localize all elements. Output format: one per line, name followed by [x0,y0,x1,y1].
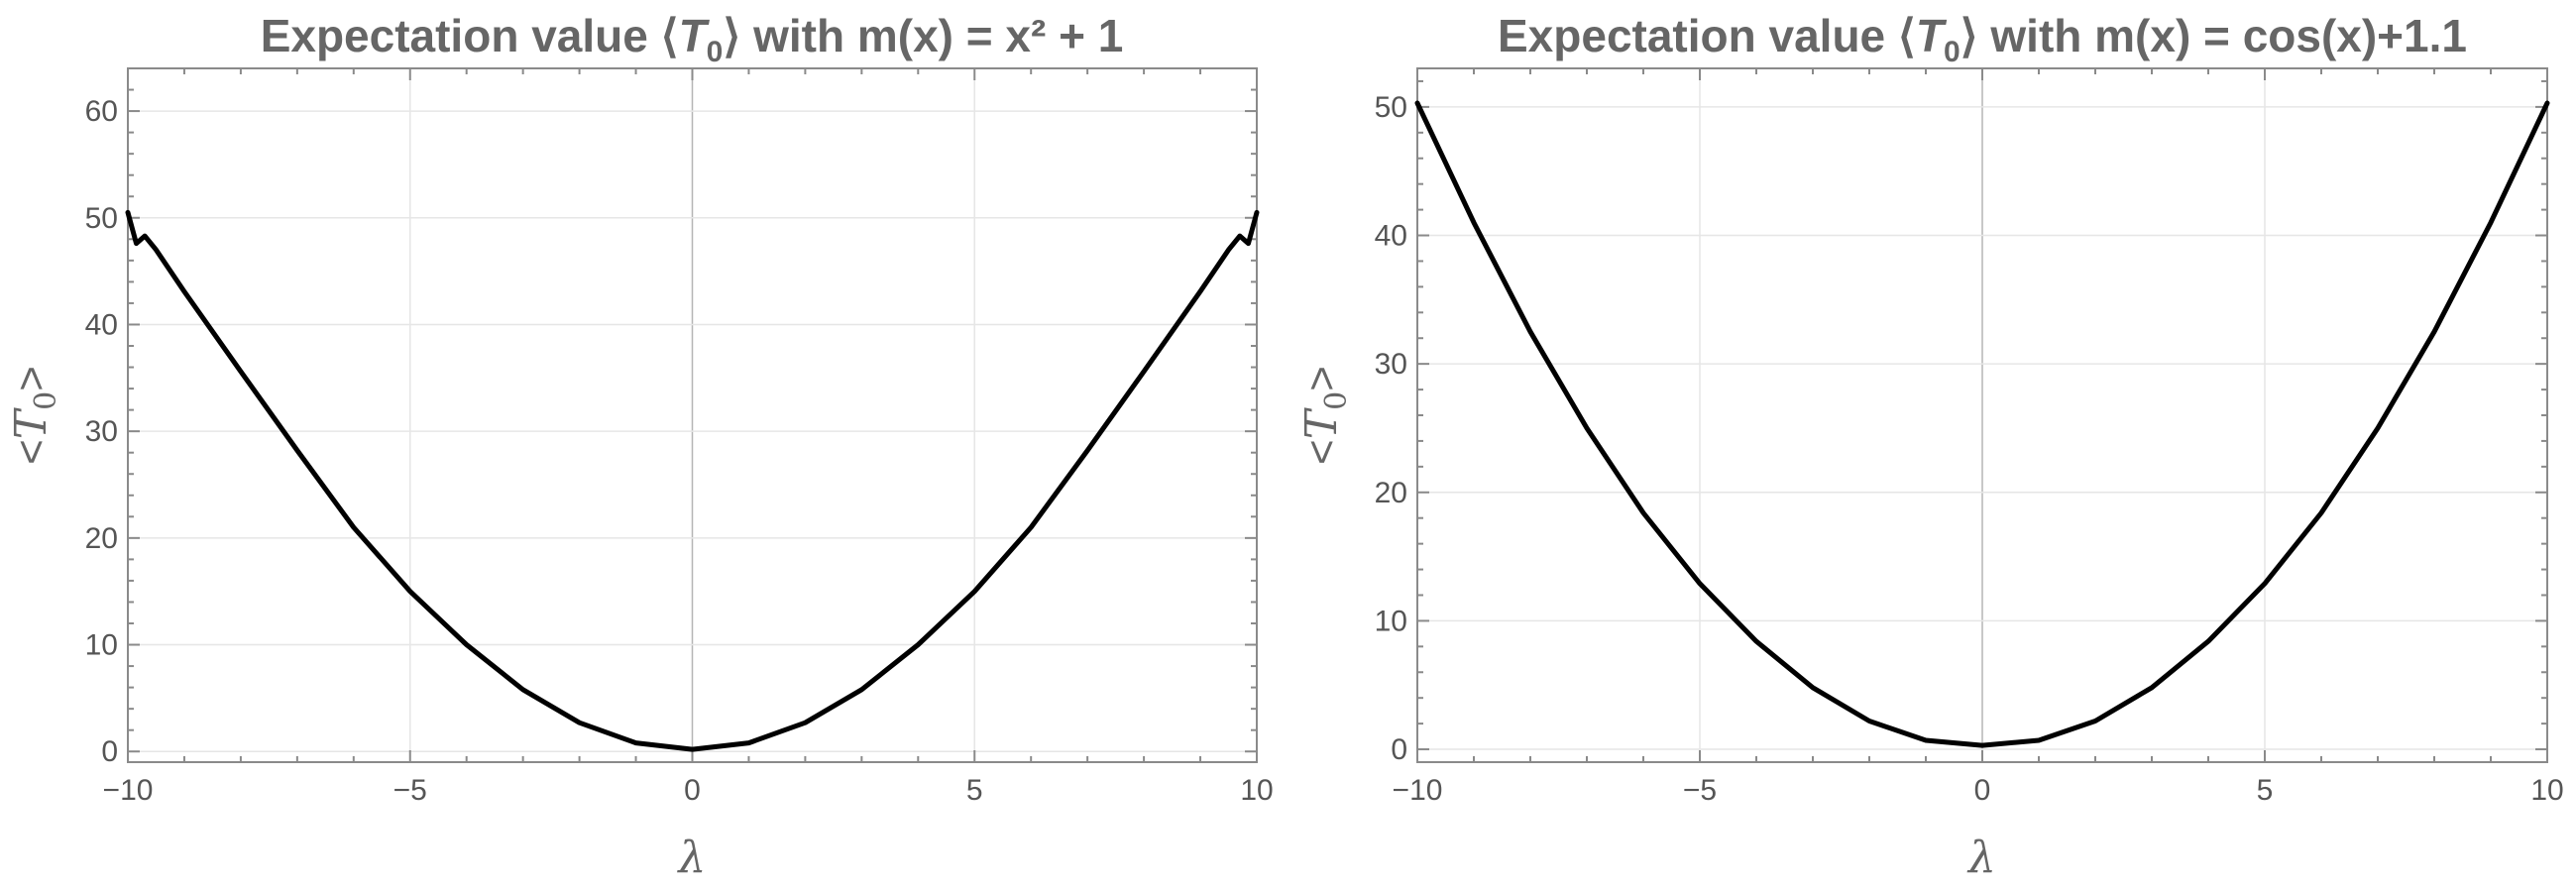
y-tick-label: 10 [1375,605,1407,637]
y-tick-label: 20 [85,522,118,555]
title-text: Expectation value ⟨ [261,10,679,61]
chart-panel-1: −10 −5 0 5 10 0 10 20 30 40 50 60 Expectation value … [6,10,1274,883]
x-tick-label: 0 [1974,774,1991,807]
title-subscript: 0 [707,36,724,68]
y-label-subscript: 0 [29,391,63,410]
y-label-symbol: T [6,406,56,439]
x-tick-label: −10 [103,774,154,807]
title-symbol: T [1916,10,1948,61]
y-label-bracket: < [1297,439,1346,465]
y-tick-label: 20 [1375,477,1407,509]
y-tick-label: 40 [85,308,118,341]
y-tick-label: 30 [1375,348,1407,381]
y-label-bracket: > [1297,366,1346,391]
x-tick-label: 10 [2530,774,2563,807]
title-subscript: 0 [1944,36,1960,68]
y-tick-label: 50 [1375,91,1407,124]
y-tick-label: 50 [85,202,118,235]
y-tick-label: 40 [1375,220,1407,253]
y-label-bracket: < [7,439,56,465]
x-tick-label: −10 [1393,774,1443,807]
x-tick-label: 5 [966,774,983,807]
x-tick-label: 10 [1240,774,1273,807]
y-tick-label: 30 [85,415,118,448]
x-tick-label: 5 [2257,774,2274,807]
x-axis-label: λ [1966,833,1996,883]
y-label-bracket: > [7,366,56,391]
y-label-symbol: T [1296,406,1347,439]
y-axis-label: <T0> [6,366,63,465]
title-text: ⟩ with m(x) = cos(x)+1.1 [1960,10,2467,61]
y-axis-label: <T0> [1296,366,1354,465]
series-line-1 [125,209,1260,752]
y-tick-label: 0 [101,735,118,768]
x-axis-label: λ [677,833,707,883]
series-line-1 [1414,100,2550,748]
chart-title: Expectation value ⟨T0⟩ with m(x) = cos(x… [1498,10,2467,68]
title-text: Expectation value ⟨ [1498,10,1916,61]
y-tick-label: 0 [1391,733,1407,766]
x-tick-label: −5 [393,774,427,807]
title-symbol: T [679,10,711,61]
y-tick-label: 10 [85,629,118,662]
x-tick-label: −5 [1683,774,1717,807]
x-tick-label: 0 [684,774,701,807]
y-label-subscript: 0 [1319,391,1354,410]
title-text: ⟩ with m(x) = x² + 1 [723,10,1123,61]
y-tick-label: 60 [85,95,118,128]
chart-title: Expectation value ⟨T0⟩ with m(x) = x² + … [261,10,1124,68]
